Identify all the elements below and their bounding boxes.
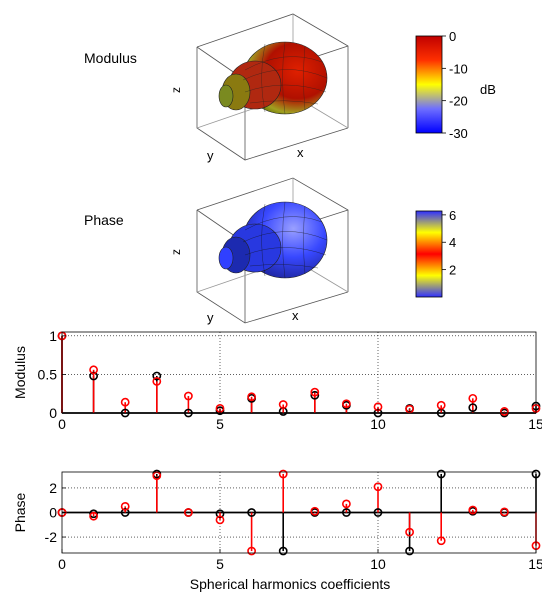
phase-marker — [499, 507, 509, 517]
phase-marker — [89, 511, 98, 521]
modulus-surface — [218, 41, 328, 115]
modulus-colorbar-unit: dB — [480, 82, 496, 97]
phase-marker — [215, 509, 225, 519]
modulus-axis-x: x — [297, 145, 304, 160]
modulus-3d-panel: Modulus — [84, 13, 349, 163]
phase-colorbar-gradient — [415, 210, 443, 298]
phase-xtick-label: 15 — [528, 556, 542, 572]
phase-marker — [436, 536, 446, 546]
phase-3d-panel: Phase z y — [84, 177, 349, 325]
modulus-xtick-label: 15 — [528, 416, 542, 432]
phase-marker — [405, 527, 414, 537]
phase-marker — [215, 515, 225, 525]
modulus-stem-plot: 0 5 10 15 0 0.5 1 Modulus — [12, 328, 542, 432]
modulus-xtick-label: 10 — [370, 416, 386, 432]
phase-marker — [247, 508, 256, 517]
modulus-ytick-label: 0 — [49, 405, 57, 421]
phase-ytick-label: 2 — [49, 480, 57, 496]
modulus-colorbar: 0 -10 -20 -30 dB — [415, 29, 496, 141]
phase-marker — [310, 506, 320, 516]
modulus-marker — [183, 391, 193, 401]
modulus-marker — [152, 371, 162, 381]
modulus-axis-z: z — [169, 87, 183, 93]
modulus-axis-y: y — [207, 148, 214, 163]
modulus-colorbar-tick-label: 0 — [449, 29, 456, 44]
phase-marker — [373, 482, 383, 492]
modulus-marker — [310, 390, 320, 400]
modulus-marker — [247, 392, 256, 402]
phase-panel-title: Phase — [84, 212, 124, 228]
phase-colorbar-tick-label: 2 — [449, 263, 456, 278]
phase-ylabel: Phase — [12, 492, 28, 532]
phase-xtick-label: 0 — [58, 556, 66, 572]
modulus-marker — [89, 365, 98, 375]
modulus-marker — [310, 387, 320, 397]
phase-marker — [341, 508, 351, 517]
phase-axis-y: y — [207, 310, 214, 325]
phase-axis-x: x — [292, 308, 299, 323]
phase-marker — [278, 546, 288, 556]
modulus-marker — [436, 400, 446, 410]
phase-colorbar-tick-label: 4 — [449, 235, 456, 250]
modulus-colorbar-tick-label: -20 — [449, 94, 468, 109]
phase-xtick-label: 5 — [216, 556, 224, 572]
modulus-plot-area — [62, 332, 536, 413]
phase-marker — [405, 546, 414, 556]
modulus-xtick-label: 5 — [216, 416, 224, 432]
x-axis-label: Spherical harmonics coefficients — [190, 576, 391, 592]
modulus-colorbar-gradient — [415, 35, 443, 134]
phase-marker — [247, 546, 256, 556]
phase-colorbar: 6 4 2 — [415, 208, 456, 298]
phase-marker — [120, 501, 130, 511]
modulus-panel-title: Modulus — [84, 50, 137, 66]
phase-marker — [120, 508, 130, 517]
phase-marker — [468, 505, 478, 515]
modulus-axes-box — [61, 331, 537, 414]
phase-marker — [373, 508, 383, 517]
modulus-marker — [499, 407, 509, 416]
modulus-ytick-label: 0.5 — [38, 366, 58, 382]
modulus-marker — [468, 393, 478, 403]
modulus-marker — [152, 376, 162, 386]
phase-colorbar-tick-label: 6 — [449, 208, 456, 223]
modulus-marker — [341, 399, 351, 409]
phase-surface — [218, 201, 328, 279]
phase-marker — [183, 508, 193, 517]
phase-marker — [436, 469, 446, 479]
modulus-ytick-label: 1 — [49, 328, 57, 344]
modulus-marker — [89, 371, 98, 381]
phase-ytick-label: 0 — [49, 505, 57, 521]
modulus-marker — [468, 403, 478, 412]
phase-marker — [341, 499, 351, 509]
phase-ytick-label: -2 — [45, 529, 58, 545]
phase-marker — [278, 469, 288, 479]
modulus-colorbar-tick-label: -30 — [449, 126, 468, 141]
phase-xtick-label: 10 — [370, 556, 386, 572]
modulus-ylabel: Modulus — [12, 346, 28, 399]
modulus-marker — [278, 400, 288, 409]
modulus-marker — [120, 397, 130, 407]
modulus-xtick-label: 0 — [58, 416, 66, 432]
modulus-colorbar-tick-label: -10 — [449, 61, 468, 76]
phase-axis-z: z — [169, 249, 183, 255]
